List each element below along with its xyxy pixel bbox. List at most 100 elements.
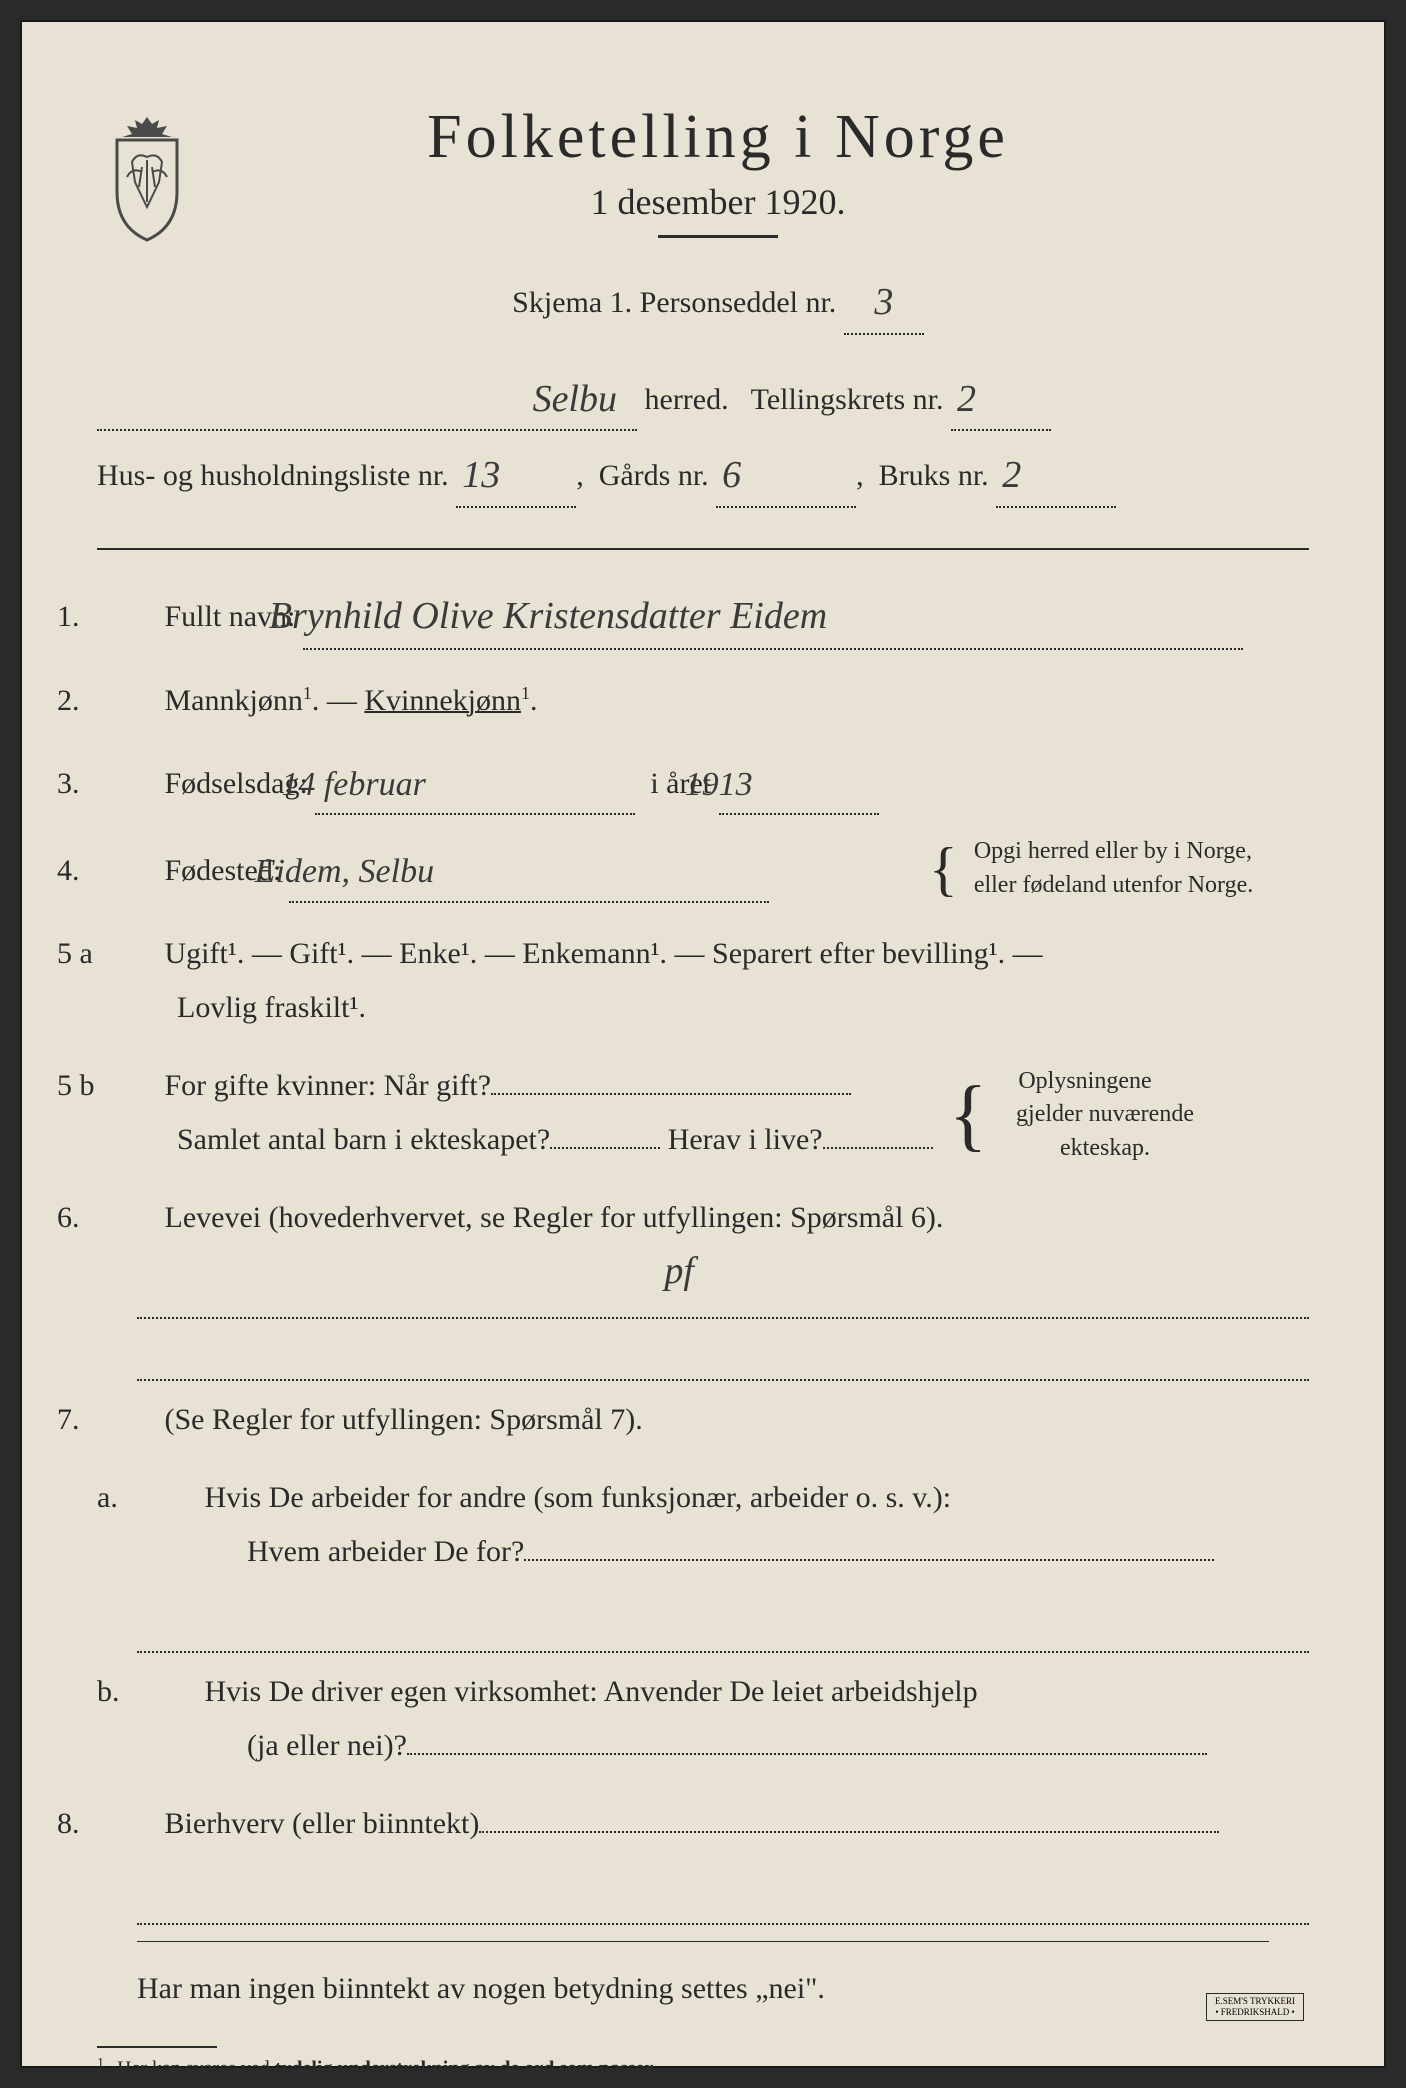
q7a-field-2 bbox=[137, 1603, 1309, 1653]
husliste-field: 13 bbox=[456, 441, 576, 508]
q3-day-field: 14 februar bbox=[315, 752, 635, 815]
q5b-barn-field bbox=[550, 1147, 660, 1149]
q5b-note-l2: gjelder nuværende bbox=[1016, 1101, 1194, 1127]
q2-mann: Mannkjønn bbox=[165, 684, 303, 717]
census-form-page: Folketelling i Norge 1 desember 1920. Sk… bbox=[20, 20, 1386, 2068]
footnote-rule bbox=[97, 2046, 217, 2048]
herred-value: Selbu bbox=[533, 378, 617, 420]
herred-label: herred. bbox=[645, 383, 729, 416]
q6-field-1: pf bbox=[137, 1269, 1309, 1319]
footnote-text: Her kan svares ved tydelig understreknin… bbox=[117, 2057, 656, 2079]
q3-day: 14 februar bbox=[281, 766, 426, 803]
q7b-l1: Hvis De driver egen virksomhet: Anvender… bbox=[205, 1675, 978, 1708]
q4-value: Eidem, Selbu bbox=[255, 853, 434, 890]
q5b-live-field bbox=[823, 1147, 933, 1149]
q6-field-2 bbox=[137, 1331, 1309, 1381]
title-block: Folketelling i Norge 1 desember 1920. Sk… bbox=[227, 102, 1309, 345]
q5b-note-l1: Oplysningene bbox=[1018, 1068, 1151, 1094]
bruks-field: 2 bbox=[996, 441, 1116, 508]
title-rule bbox=[658, 235, 778, 238]
footnote: 1 Her kan svares ved tydelig understrekn… bbox=[97, 2056, 1309, 2081]
q5a: 5 a Ugift¹. — Gift¹. — Enke¹. — Enkemann… bbox=[97, 927, 1309, 1035]
brace-icon: { bbox=[929, 854, 958, 884]
q4-note-l1: Opgi herred eller by i Norge, bbox=[974, 838, 1252, 864]
skjema-line: Skjema 1. Personseddel nr. 3 bbox=[227, 268, 1209, 335]
q8-field bbox=[479, 1831, 1219, 1833]
q5b-l2b: Herav i live? bbox=[668, 1123, 823, 1156]
q7a-num: a. bbox=[147, 1471, 197, 1525]
stamp-l2: • FREDRIKSHALD • bbox=[1215, 2007, 1294, 2017]
q7a: a. Hvis De arbeider for andre (som funks… bbox=[97, 1471, 1309, 1579]
q7-label: (Se Regler for utfyllingen: Spørsmål 7). bbox=[165, 1403, 643, 1436]
tellingskrets-nr: 2 bbox=[957, 378, 976, 420]
gards-label: Gårds nr. bbox=[599, 459, 709, 492]
q2: 2. Mannkjønn1. — Kvinnekjønn1. bbox=[97, 674, 1309, 728]
q7: 7. (Se Regler for utfyllingen: Spørsmål … bbox=[97, 1393, 1309, 1447]
husliste-label: Hus- og husholdningsliste nr. bbox=[97, 459, 449, 492]
tellingskrets-field: 2 bbox=[951, 365, 1051, 432]
q7b-l2: (ja eller nei)? bbox=[197, 1729, 407, 1762]
q7b-num: b. bbox=[147, 1665, 197, 1719]
husliste-line: Hus- og husholdningsliste nr. 13, Gårds … bbox=[97, 441, 1309, 508]
q3-year-field: 1913 bbox=[719, 752, 879, 815]
q5b-gift-field bbox=[491, 1093, 851, 1095]
q6-label: Levevei (hovederhvervet, se Regler for u… bbox=[165, 1201, 944, 1234]
q6-value: pf bbox=[664, 1249, 694, 1293]
q5b-num: 5 b bbox=[97, 1059, 157, 1113]
section-divider bbox=[97, 548, 1309, 550]
q5a-opts: Ugift¹. — Gift¹. — Enke¹. — Enkemann¹. —… bbox=[165, 937, 1043, 970]
main-title: Folketelling i Norge bbox=[227, 102, 1209, 173]
bruks-nr: 2 bbox=[1002, 454, 1021, 496]
q7a-field bbox=[524, 1559, 1214, 1561]
q6-num: 6. bbox=[97, 1191, 157, 1245]
q8-field-2 bbox=[137, 1875, 1309, 1925]
stamp-l1: E.SEM'S TRYKKERI bbox=[1215, 1996, 1295, 2006]
q1-field: Brynhild Olive Kristensdatter Eidem bbox=[303, 580, 1243, 650]
q8-label: Bierhverv (eller biinntekt) bbox=[165, 1807, 480, 1840]
skjema-label: Skjema 1. Personseddel nr. bbox=[512, 286, 836, 319]
q2-kvinne: Kvinnekjønn bbox=[364, 684, 521, 717]
q5b: { Oplysningene gjelder nuværende ekteska… bbox=[97, 1059, 1309, 1167]
skjema-nr-field: 3 bbox=[844, 268, 924, 335]
printer-stamp: E.SEM'S TRYKKERI • FREDRIKSHALD • bbox=[1206, 1993, 1304, 2021]
q4-note-l2: eller fødeland utenfor Norge. bbox=[974, 872, 1253, 898]
q2-num: 2. bbox=[97, 674, 157, 728]
note-bottom: Har man ingen biinntekt av nogen betydni… bbox=[97, 1962, 1309, 2016]
gards-nr: 6 bbox=[722, 454, 741, 496]
q4-note: { Opgi herred eller by i Norge, eller fø… bbox=[929, 835, 1309, 902]
q7-num: 7. bbox=[97, 1393, 157, 1447]
q7a-l1: Hvis De arbeider for andre (som funksjon… bbox=[205, 1481, 952, 1514]
husliste-nr: 13 bbox=[462, 454, 500, 496]
q3: 3. Fødselsdag: 14 februar i året 1913 bbox=[97, 752, 1309, 815]
tellingskrets-label: Tellingskrets nr. bbox=[751, 383, 944, 416]
q1-num: 1. bbox=[97, 590, 157, 644]
q3-year: 1913 bbox=[685, 766, 753, 803]
q5b-l2a: Samlet antal barn i ekteskapet? bbox=[137, 1123, 550, 1156]
q3-num: 3. bbox=[97, 757, 157, 811]
skjema-nr: 3 bbox=[874, 281, 893, 323]
footnote-num: 1 bbox=[97, 2056, 104, 2071]
q5b-note-l3: ekteskap. bbox=[1060, 1135, 1150, 1161]
q5b-note: { Oplysningene gjelder nuværende ekteska… bbox=[1029, 1065, 1309, 1166]
q7b-field bbox=[407, 1753, 1207, 1755]
norway-crest-icon bbox=[97, 112, 197, 242]
q5a-num: 5 a bbox=[97, 927, 157, 981]
herred-field: Selbu bbox=[97, 365, 637, 432]
q1: 1. Fullt navn: Brynhild Olive Kristensda… bbox=[97, 580, 1309, 650]
q8-num: 8. bbox=[97, 1797, 157, 1851]
herred-line: Selbu herred. Tellingskrets nr. 2 bbox=[97, 365, 1309, 432]
q8: 8. Bierhverv (eller biinntekt) bbox=[97, 1797, 1309, 1851]
q4-num: 4. bbox=[97, 844, 157, 898]
header: Folketelling i Norge 1 desember 1920. Sk… bbox=[97, 102, 1309, 345]
q5a-line2: Lovlig fraskilt¹. bbox=[137, 991, 366, 1024]
inner-divider bbox=[137, 1941, 1269, 1942]
bruks-label: Bruks nr. bbox=[879, 459, 989, 492]
q5b-label: For gifte kvinner: Når gift? bbox=[165, 1069, 492, 1102]
q7b: b. Hvis De driver egen virksomhet: Anven… bbox=[97, 1665, 1309, 1773]
q6: 6. Levevei (hovederhvervet, se Regler fo… bbox=[97, 1191, 1309, 1245]
q1-value: Brynhild Olive Kristensdatter Eidem bbox=[269, 595, 827, 637]
gards-field: 6 bbox=[716, 441, 856, 508]
q7a-l2: Hvem arbeider De for? bbox=[197, 1535, 524, 1568]
subtitle: 1 desember 1920. bbox=[227, 181, 1209, 223]
q4-field: Eidem, Selbu bbox=[289, 839, 769, 902]
